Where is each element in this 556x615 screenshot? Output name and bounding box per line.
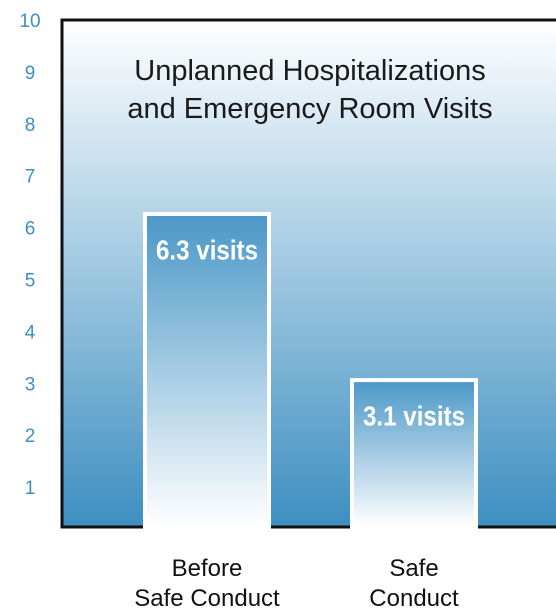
value-label: 6.3 visits	[156, 234, 258, 265]
y-tick-label: 5	[25, 271, 36, 292]
value-label: 3.1 visits	[363, 401, 465, 432]
y-tick-label: 7	[25, 167, 36, 188]
y-tick-label: 8	[25, 115, 36, 136]
x-tick-label: Before Safe Conduct	[134, 555, 280, 612]
y-tick-label: 4	[25, 322, 36, 343]
y-tick-label: 2	[25, 426, 36, 447]
x-tick-label: Safe Conduct	[369, 555, 459, 612]
chart-title: Unplanned Hospitalizations and Emergency …	[127, 55, 492, 125]
bar	[143, 212, 271, 529]
y-tick-label: 1	[25, 478, 36, 499]
y-tick-label: 10	[19, 11, 40, 32]
y-tick-label: 3	[25, 374, 36, 395]
bar	[350, 378, 478, 529]
y-tick-label: 6	[25, 219, 36, 240]
plot-frame	[60, 18, 556, 529]
y-tick-label: 9	[25, 63, 36, 84]
